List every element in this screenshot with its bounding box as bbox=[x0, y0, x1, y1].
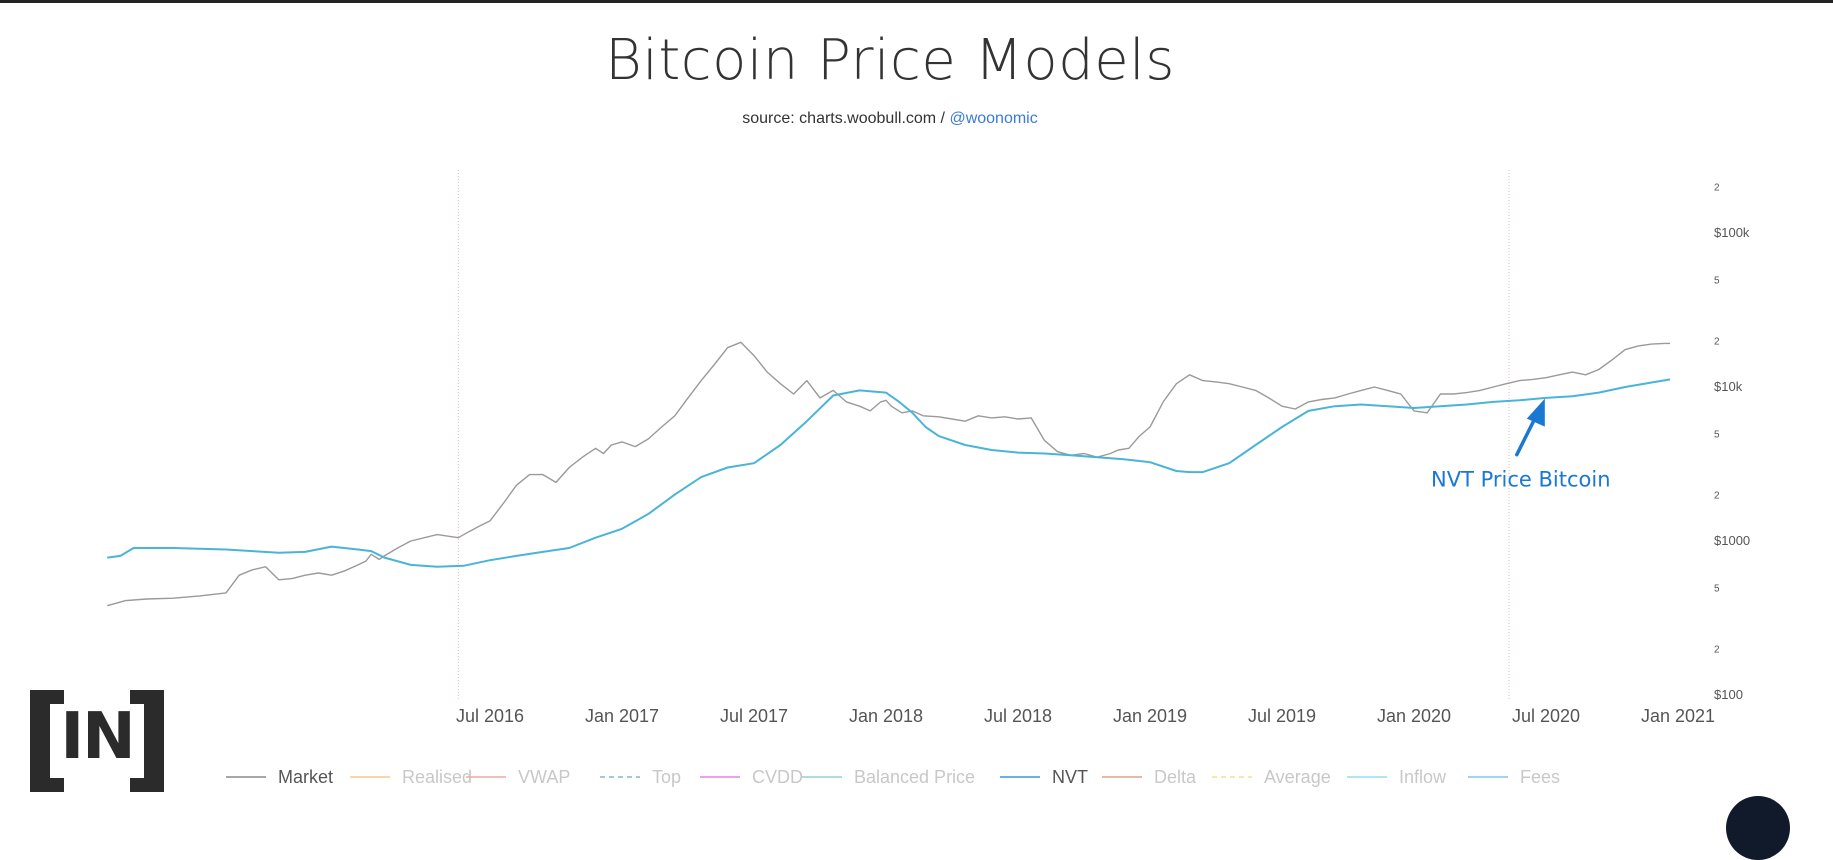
legend-item-vwap[interactable]: VWAP bbox=[466, 767, 570, 787]
reference-lines bbox=[457, 170, 1510, 700]
y-axis-ticks: 2 $100k 5 2 $10k 5 2 $1000 5 2 $100 bbox=[1714, 183, 1750, 702]
series-line-nvt bbox=[107, 378, 1671, 568]
y-tick-label: $100 bbox=[1714, 687, 1743, 702]
legend-label: Inflow bbox=[1399, 767, 1447, 787]
logo-text: IN bbox=[60, 700, 135, 774]
legend-item-market[interactable]: Market bbox=[226, 767, 333, 787]
legend-item-realised[interactable]: Realised bbox=[350, 767, 472, 787]
legend-label: Market bbox=[278, 767, 333, 787]
series-line-market bbox=[107, 341, 1671, 607]
legend-item-average[interactable]: Average bbox=[1212, 767, 1331, 787]
x-tick-label: Jul 2017 bbox=[720, 706, 788, 726]
x-tick-label: Jul 2016 bbox=[456, 706, 524, 726]
y-tick-label: 5 bbox=[1714, 583, 1720, 594]
legend-item-balanced-price[interactable]: Balanced Price bbox=[802, 767, 975, 787]
chart-subtitle: source: charts.woobull.com / @woonomic bbox=[0, 110, 1780, 128]
legend-item-fees[interactable]: Fees bbox=[1468, 767, 1560, 787]
legend-label: VWAP bbox=[518, 767, 570, 787]
chat-button[interactable] bbox=[1726, 796, 1790, 860]
x-tick-label: Jul 2019 bbox=[1248, 706, 1316, 726]
legend-item-top[interactable]: Top bbox=[600, 767, 681, 787]
y-tick-label: 2 bbox=[1714, 491, 1720, 502]
x-tick-label: Jan 2017 bbox=[585, 706, 659, 726]
top-border bbox=[0, 0, 1833, 3]
x-tick-label: Jan 2021 bbox=[1641, 706, 1715, 726]
chart-title: Bitcoin Price Models bbox=[605, 28, 1175, 93]
x-tick-label: Jan 2018 bbox=[849, 706, 923, 726]
annotation-arrow-head bbox=[1526, 398, 1545, 427]
legend-item-inflow[interactable]: Inflow bbox=[1347, 767, 1447, 787]
y-tick-label: 5 bbox=[1714, 275, 1720, 286]
x-tick-label: Jan 2020 bbox=[1377, 706, 1451, 726]
legend-label: NVT bbox=[1052, 767, 1088, 787]
beincrypto-logo: IN bbox=[30, 690, 164, 792]
y-tick-label: 2 bbox=[1714, 645, 1720, 656]
price-chart: 2 $100k 5 2 $10k 5 2 $1000 5 2 $100 Jul 2016 Jan 20… bbox=[107, 170, 1750, 787]
legend-item-cvdd[interactable]: CVDD bbox=[700, 767, 803, 787]
y-tick-label: 5 bbox=[1714, 429, 1720, 440]
legend-label: Fees bbox=[1520, 767, 1560, 787]
legend-label: Average bbox=[1264, 767, 1331, 787]
legend-label: Balanced Price bbox=[854, 767, 975, 787]
y-tick-label: 2 bbox=[1714, 337, 1720, 348]
legend-label: Delta bbox=[1154, 767, 1197, 787]
annotation: NVT Price Bitcoin bbox=[1431, 398, 1611, 492]
legend-item-nvt[interactable]: NVT bbox=[1000, 767, 1088, 787]
y-tick-label: 2 bbox=[1714, 183, 1720, 194]
legend-label: CVDD bbox=[752, 767, 803, 787]
y-tick-label: $100k bbox=[1714, 225, 1750, 240]
x-tick-label: Jan 2019 bbox=[1113, 706, 1187, 726]
legend-label: Realised bbox=[402, 767, 472, 787]
legend-item-delta[interactable]: Delta bbox=[1102, 767, 1197, 787]
series-lines bbox=[107, 341, 1671, 607]
author-link[interactable]: @woonomic bbox=[949, 110, 1038, 127]
x-tick-label: Jul 2018 bbox=[984, 706, 1052, 726]
source-text: source: charts.woobull.com / bbox=[742, 110, 950, 127]
y-tick-label: $1000 bbox=[1714, 533, 1750, 548]
y-tick-label: $10k bbox=[1714, 379, 1743, 394]
legend-label: Top bbox=[652, 767, 681, 787]
legend: Market Realised VWAP Top CVDD Balanced Price N… bbox=[226, 767, 1560, 787]
x-axis-ticks: Jul 2016 Jan 2017 Jul 2017 Jan 2018 Jul 2018… bbox=[456, 706, 1715, 726]
annotation-label: NVT Price Bitcoin bbox=[1431, 468, 1611, 492]
x-tick-label: Jul 2020 bbox=[1512, 706, 1580, 726]
